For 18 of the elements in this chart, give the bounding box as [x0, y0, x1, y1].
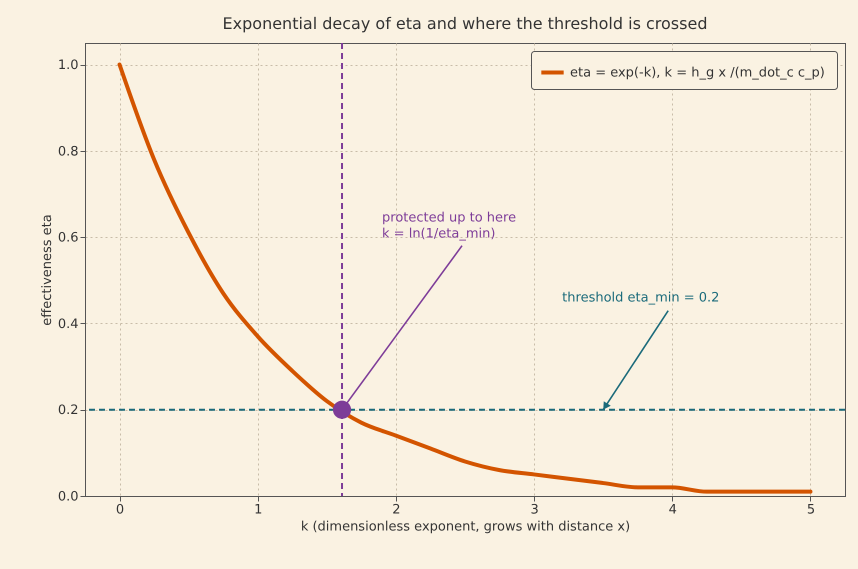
y-tick-label: 1.0	[58, 58, 78, 74]
x-tick-label: 2	[392, 502, 401, 518]
annotation: protected up to here k = ln(1/eta_min)	[382, 210, 516, 242]
y-tick-label: 0.4	[58, 316, 78, 332]
legend-label: eta = exp(-k), k = h_g x /(m_dot_c c_p)	[570, 66, 825, 80]
y-tick-label: 0.8	[58, 144, 78, 160]
y-axis-title: effectiveness eta	[40, 214, 55, 326]
y-tick-label: 0.6	[58, 230, 78, 246]
y-tick-label: 0.2	[58, 403, 78, 418]
y-tick-label: 0.0	[58, 490, 78, 504]
x-tick-label: 0	[116, 502, 124, 518]
x-tick-label: 4	[668, 502, 677, 518]
x-tick-label: 1	[254, 502, 262, 518]
chart-title: Exponential decay of eta and where the threshold is crossed	[222, 14, 708, 33]
x-tick-label: 3	[530, 502, 539, 518]
x-axis-title: k (dimensionless exponent, grows with distance x)	[300, 520, 630, 534]
x-tick-label: 5	[806, 502, 816, 518]
annotation: threshold eta_min = 0.2	[562, 290, 720, 306]
